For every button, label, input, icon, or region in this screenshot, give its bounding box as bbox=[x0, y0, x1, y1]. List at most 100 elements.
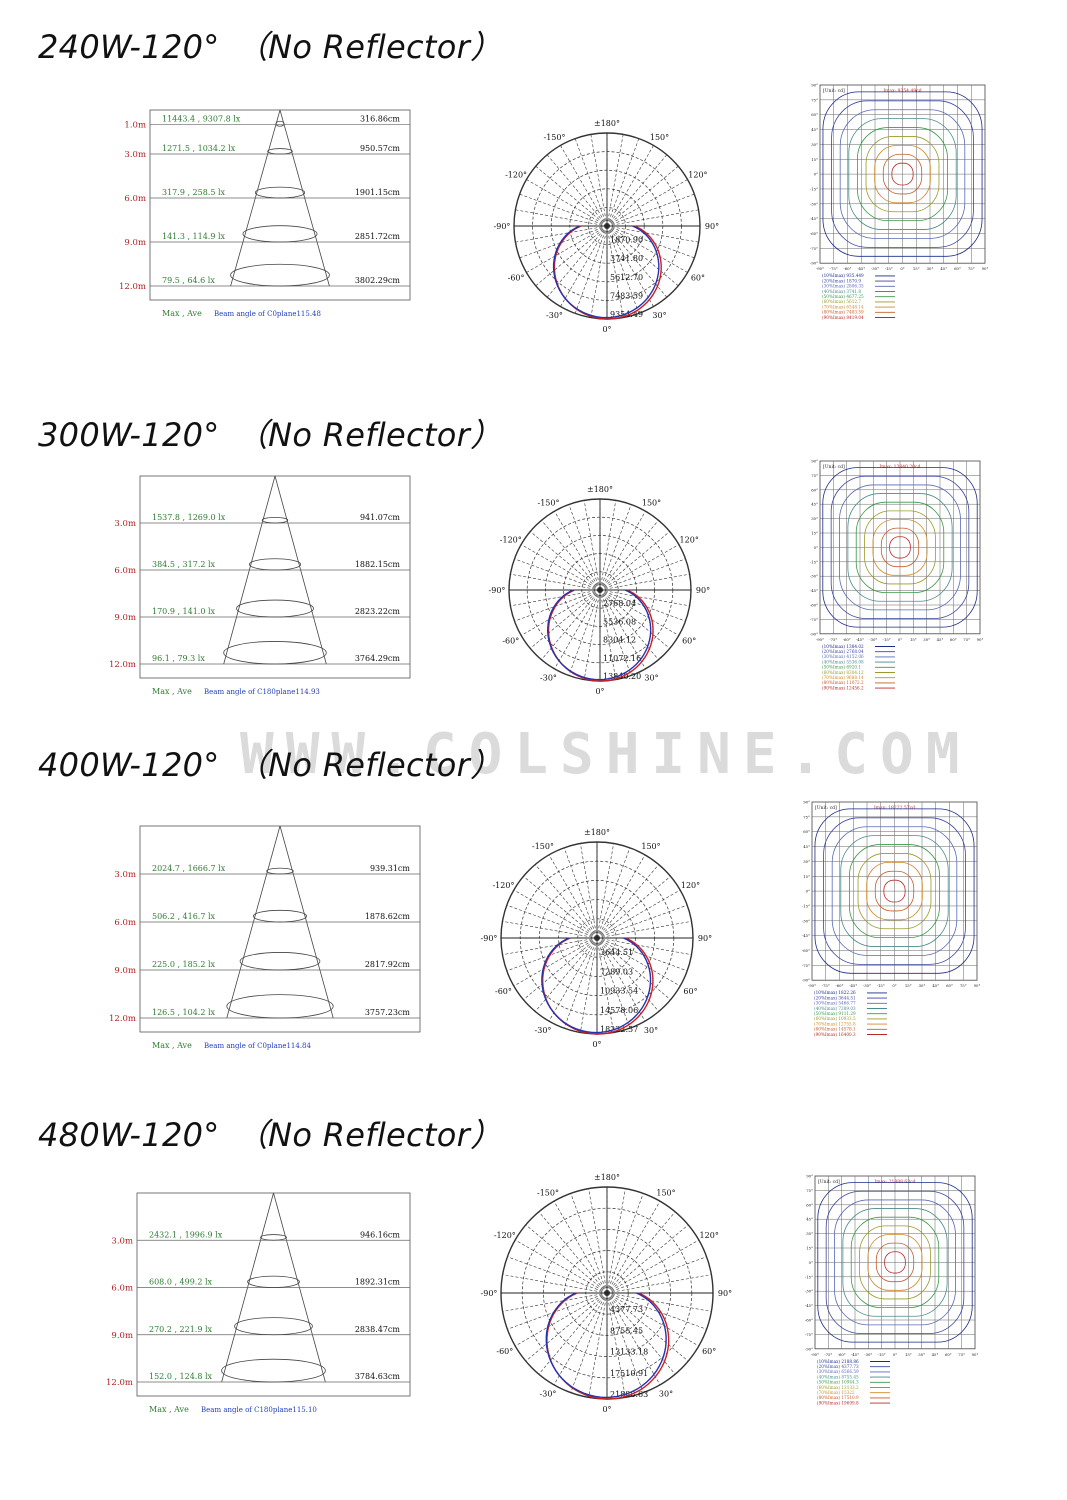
polar-value-label: 3741.80 bbox=[610, 254, 643, 263]
polar-spoke bbox=[599, 589, 646, 669]
cone-frame bbox=[136, 1192, 411, 1397]
iso-y-tick: -75° bbox=[805, 1332, 813, 1337]
polar-value-label: 8304.12 bbox=[603, 636, 636, 645]
polar-spoke bbox=[606, 1211, 676, 1294]
iso-legend-label: (50%Imax) 4677.25 bbox=[822, 294, 864, 299]
iso-legend-label: (30%Imax) 6566.59 bbox=[817, 1369, 859, 1374]
iso-contour bbox=[859, 1225, 931, 1300]
iso-x-tick: -75° bbox=[830, 266, 838, 271]
iso-contour bbox=[847, 493, 953, 602]
iso-y-tick: -15° bbox=[805, 1274, 813, 1279]
light-spot-ellipse bbox=[248, 558, 302, 571]
light-spot-ellipse bbox=[247, 1275, 300, 1288]
iso-x-tick: 30° bbox=[923, 637, 930, 642]
polar-spoke bbox=[606, 225, 624, 318]
light-spot-ellipse bbox=[254, 186, 306, 199]
iso-y-tick: 75° bbox=[806, 1188, 813, 1193]
polar-spoke bbox=[606, 225, 668, 298]
polar-spoke bbox=[583, 589, 601, 680]
iso-x-tick: -45° bbox=[849, 983, 857, 988]
iso-legend-label: (10%Imax) 935.449 bbox=[822, 273, 864, 278]
iso-x-tick: -60° bbox=[838, 1352, 846, 1357]
polar-spoke bbox=[513, 889, 598, 939]
polar-spoke bbox=[599, 589, 617, 680]
iso-x-tick: -90° bbox=[816, 637, 824, 642]
polar-spoke bbox=[590, 134, 608, 227]
iso-contour bbox=[840, 835, 949, 947]
iso-y-tick: -15° bbox=[810, 559, 818, 564]
iso-y-tick: -45° bbox=[810, 216, 818, 221]
iso-x-tick: -30° bbox=[863, 983, 871, 988]
diameter-label: 2838.47cm bbox=[355, 1325, 401, 1334]
polar-spoke bbox=[535, 165, 608, 227]
iso-y-tick: -75° bbox=[802, 963, 810, 968]
polar-angle-label: 30° bbox=[644, 1026, 658, 1035]
iso-legend-label: (20%Imax) 4377.73 bbox=[817, 1364, 859, 1369]
iso-y-tick: -60° bbox=[810, 231, 818, 236]
lux-label: 1271.5 , 1034.2 lx bbox=[162, 144, 236, 153]
iso-x-tick: 60° bbox=[945, 1352, 952, 1357]
iso-y-tick: 75° bbox=[811, 97, 818, 102]
section-title: 240W-120° （No Reflector） bbox=[38, 28, 503, 66]
polar-spoke bbox=[599, 544, 679, 591]
light-spot-ellipse bbox=[221, 1358, 326, 1383]
iso-x-tick: -45° bbox=[856, 637, 864, 642]
iso-y-tick: -90° bbox=[802, 978, 810, 983]
polar-angle-label: -150° bbox=[537, 1189, 559, 1198]
isocandela-diagram: -90° -75° -60° -45° -30° -15° 0° 15° 30° 45° 60° 75… bbox=[810, 459, 983, 691]
polar-spoke bbox=[606, 1292, 661, 1385]
distance-label: 12.0m bbox=[109, 1014, 136, 1024]
polar-spoke bbox=[568, 589, 601, 676]
iso-x-tick: -75° bbox=[822, 983, 830, 988]
lux-label: 608.0 , 499.2 lx bbox=[149, 1278, 213, 1287]
polar-spoke bbox=[596, 904, 688, 939]
iso-contour bbox=[884, 1251, 906, 1274]
distance-label: 9.0m bbox=[124, 238, 146, 248]
iso-x-tick: 30° bbox=[927, 266, 934, 271]
iso-y-tick: 90° bbox=[811, 459, 818, 464]
iso-y-tick: -60° bbox=[810, 603, 818, 608]
lux-label: 79.5 , 64.6 lx bbox=[162, 276, 215, 285]
polar-angle-label: -120° bbox=[494, 1231, 516, 1240]
iso-y-tick: 60° bbox=[806, 1202, 813, 1207]
iso-legend-label: (30%Imax) 4152.06 bbox=[822, 654, 864, 659]
polar-spoke bbox=[606, 1292, 676, 1375]
polar-spoke bbox=[606, 1292, 699, 1347]
iso-x-tick: 45° bbox=[932, 983, 939, 988]
polar-angle-label: -30° bbox=[540, 673, 557, 682]
polar-angle-label: 150° bbox=[650, 133, 669, 142]
polar-spoke bbox=[606, 1292, 689, 1362]
iso-y-tick: 45° bbox=[806, 1217, 813, 1222]
polar-spoke bbox=[580, 843, 598, 939]
polar-spoke bbox=[606, 1239, 699, 1294]
iso-x-tick: 0° bbox=[893, 1352, 897, 1357]
polar-spoke bbox=[606, 165, 679, 227]
polar-spoke bbox=[574, 225, 608, 314]
polar-angle-label: 90° bbox=[705, 222, 719, 231]
iso-y-tick: -90° bbox=[810, 261, 818, 266]
illuminance-cone-diagram: 3.0m 2024.7 , 1666.7 lx 939.31cm 6.0m 506.2 … bbox=[109, 825, 421, 1050]
polar-spoke bbox=[596, 847, 631, 939]
iso-contour bbox=[874, 870, 915, 912]
iso-contour bbox=[849, 844, 940, 939]
lux-label: 152.0 , 124.8 lx bbox=[149, 1372, 213, 1381]
iso-y-tick: 0° bbox=[814, 172, 818, 177]
polar-angle-label: -120° bbox=[500, 536, 522, 545]
polar-spoke bbox=[538, 1292, 608, 1375]
c90-curve bbox=[546, 589, 652, 681]
iso-legend-label: (40%Imax) 5536.08 bbox=[822, 659, 864, 664]
section-title: 480W-120° （No Reflector） bbox=[38, 1116, 503, 1154]
iso-y-tick: 90° bbox=[811, 83, 818, 88]
iso-x-tick: -15° bbox=[878, 1352, 886, 1357]
polar-value-label: 1870.90 bbox=[610, 236, 643, 245]
polar-angle-label: 60° bbox=[702, 1347, 716, 1356]
polar-value-label: 13133.18 bbox=[610, 1348, 648, 1357]
iso-legend-label: (10%Imax) 1822.26 bbox=[814, 990, 856, 995]
iso-y-tick: 15° bbox=[811, 157, 818, 162]
iso-contour bbox=[889, 536, 911, 559]
polar-spoke bbox=[554, 589, 601, 669]
iso-y-tick: 75° bbox=[811, 473, 818, 478]
iso-x-tick: 90° bbox=[972, 1352, 979, 1357]
iso-contour bbox=[857, 853, 932, 930]
polar-spoke bbox=[606, 1274, 712, 1294]
